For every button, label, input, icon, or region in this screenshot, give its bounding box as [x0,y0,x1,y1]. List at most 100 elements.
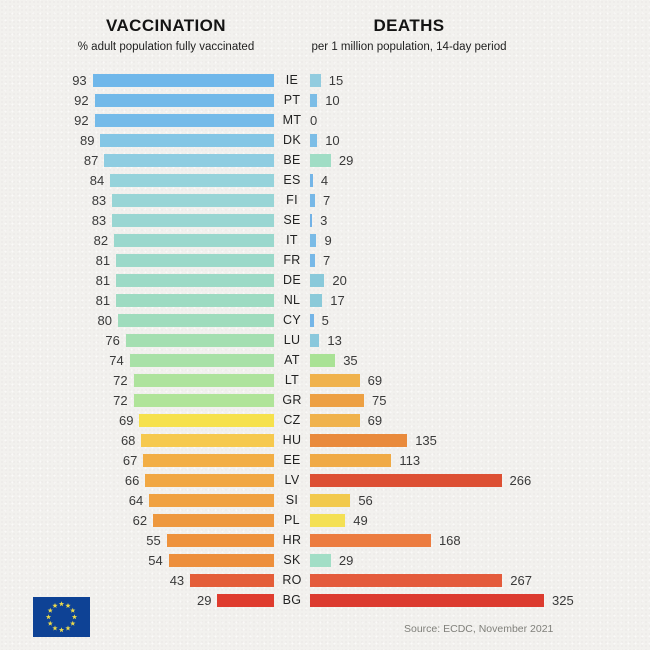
vaccination-area: 82 [33,233,274,248]
vaccination-value: 81 [95,252,111,268]
deaths-area: 35 [310,353,642,368]
row-AT: 74 AT 35 [33,350,642,370]
deaths-title: DEATHS [373,16,445,35]
vaccination-bar [94,113,274,127]
deaths-area: 3 [310,213,642,228]
deaths-bar [310,353,336,367]
country-code: PL [284,513,300,527]
deaths-bar [310,573,503,587]
deaths-area: 29 [310,553,642,568]
vaccination-area: 92 [33,113,274,128]
deaths-bar [310,513,346,527]
vaccination-bar [112,213,274,227]
vaccination-area: 89 [33,133,274,148]
country-code: DK [283,133,301,147]
vaccination-bar [110,173,274,187]
vaccination-area: 80 [33,313,274,328]
deaths-area: 168 [310,533,642,548]
row-IE: 93 IE 15 [33,70,642,90]
row-FR: 81 FR 7 [33,250,642,270]
deaths-area: 56 [310,493,642,508]
country-code: LT [284,373,300,387]
row-NL: 81 NL 17 [33,290,642,310]
country-code: FR [283,253,301,267]
country-code: PT [283,93,301,107]
row-SI: 64 SI 56 [33,490,642,510]
country-code: SI [285,493,299,507]
deaths-bar [310,453,392,467]
deaths-bar [310,313,314,327]
deaths-area: 5 [310,313,642,328]
deaths-area: 13 [310,333,642,348]
vaccination-bar [143,453,274,467]
deaths-area: 267 [310,573,642,588]
deaths-value: 29 [338,552,354,568]
vaccination-value: 55 [146,532,161,548]
country-code: HU [282,433,302,447]
deaths-value: 7 [323,192,331,208]
vaccination-area: 29 [33,593,274,608]
vaccination-bar [133,393,274,407]
deaths-value: 3 [320,212,328,228]
row-MT: 92 MT 0 [33,110,642,130]
vaccination-bar [104,153,274,167]
vaccination-bar [116,293,274,307]
deaths-value: 75 [372,392,387,408]
vaccination-value: 68 [120,432,136,448]
vaccination-value: 62 [132,512,148,528]
deaths-area: 113 [310,453,642,468]
deaths-bar [310,253,316,267]
deaths-value: 267 [510,572,532,588]
vaccination-area: 74 [33,353,274,368]
country-code: BE [283,153,301,167]
deaths-area: 7 [310,193,642,208]
vaccination-value: 76 [105,332,120,348]
vaccination-bar [114,233,274,247]
vaccination-area: 64 [33,493,274,508]
deaths-value: 49 [353,512,368,528]
deaths-value: 17 [330,292,345,308]
vaccination-bar [133,373,274,387]
row-DK: 89 DK 10 [33,130,642,150]
vaccination-bar [129,353,274,367]
vaccination-area: 43 [33,573,274,588]
vaccination-area: 81 [33,293,274,308]
deaths-bar [310,493,351,507]
deaths-area: 9 [310,233,642,248]
row-SE: 83 SE 3 [33,210,642,230]
deaths-bar [310,553,331,567]
deaths-value: 9 [324,232,332,248]
deaths-bar [310,153,331,167]
country-code: IT [286,233,298,247]
vaccination-bar [145,473,274,487]
vaccination-bar [118,313,274,327]
vaccination-value: 54 [148,552,163,568]
vaccination-value: 66 [124,472,140,488]
deaths-area: 325 [310,593,642,608]
country-code: EE [283,453,301,467]
vaccination-area: 87 [33,153,274,168]
vaccination-area: 69 [33,413,274,428]
vaccination-area: 83 [33,213,274,228]
deaths-area: 7 [310,253,642,268]
deaths-area: 15 [310,73,642,88]
vaccination-area: 93 [33,73,274,88]
deaths-bar [310,133,318,147]
deaths-area: 0 [310,113,642,128]
deaths-subtitle: per 1 million population, 14-day period [311,41,507,53]
vaccination-header: VACCINATION % adult population fully vac… [36,16,296,53]
deaths-area: 75 [310,393,642,408]
row-GR: 72 GR 75 [33,390,642,410]
vaccination-value: 83 [91,212,107,228]
row-LV: 66 LV 266 [33,470,642,490]
source-note: Source: ECDC, November 2021 [404,623,554,635]
vaccination-value: 29 [196,592,212,608]
vaccination-bar [125,333,274,347]
vaccination-bar [149,493,274,507]
row-LT: 72 LT 69 [33,370,642,390]
row-FI: 83 FI 7 [33,190,642,210]
vaccination-area: 92 [33,93,274,108]
row-DE: 81 DE 20 [33,270,642,290]
row-SK: 54 SK 29 [33,550,642,570]
